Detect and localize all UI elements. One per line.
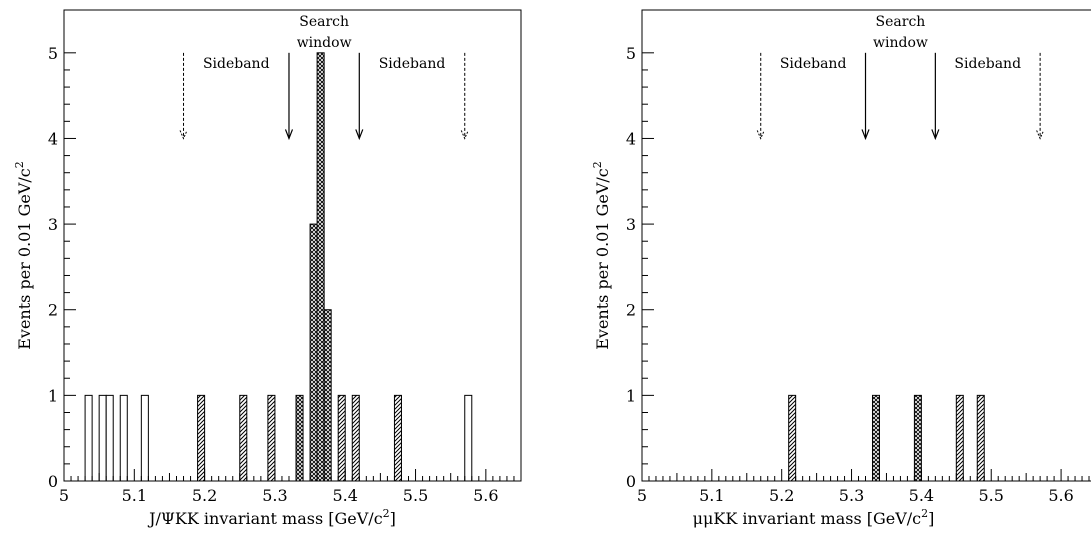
left-sideband-label-left: Sideband bbox=[203, 56, 270, 72]
left-histogram-bin-13 bbox=[351, 394, 360, 482]
left-histogram-bin-1 bbox=[98, 394, 107, 482]
right-sideband-arrowhead-1 bbox=[1036, 130, 1045, 140]
left-x-tick-label-1: 5.1 bbox=[122, 486, 147, 505]
left-x-tick-label-3: 5.3 bbox=[262, 486, 287, 505]
left-y-tick-label-4: 4 bbox=[48, 129, 58, 148]
right-search-window-arrowhead-1 bbox=[931, 129, 940, 141]
left-histogram-bin-4 bbox=[140, 394, 149, 482]
left-x-tick-label-6: 5.6 bbox=[473, 486, 498, 505]
right-x-tick-label-6: 5.6 bbox=[1048, 486, 1073, 505]
right-x-tick-label-3: 5.3 bbox=[839, 486, 864, 505]
left-y-tick-label-0: 0 bbox=[48, 472, 58, 491]
right-histogram-bin-4 bbox=[976, 394, 985, 482]
left-y-axis-label: Events per 0.01 GeV/c2 bbox=[13, 161, 34, 350]
left-histogram-bin-5 bbox=[197, 394, 206, 482]
left-histogram-bin-2 bbox=[105, 394, 114, 482]
left-histogram-bin-11 bbox=[323, 309, 332, 482]
right-y-axis-label: Events per 0.01 GeV/c2 bbox=[591, 161, 612, 350]
right-y-tick-label-3: 3 bbox=[626, 215, 636, 234]
right-window-arrows bbox=[756, 52, 1045, 141]
left-histogram-bin-12 bbox=[337, 394, 346, 482]
left-histogram-bin-8 bbox=[295, 394, 304, 482]
right-axis-ticks: 5 5.1 5.2 5.3 5.4 5.5 5.6 0 1 2 3 4 5 bbox=[626, 44, 1090, 505]
left-histogram-bin-10 bbox=[316, 52, 325, 482]
left-y-tick-label-2: 2 bbox=[48, 301, 58, 320]
left-x-tick-label-0: 5 bbox=[59, 486, 69, 505]
right-x-tick-label-5: 5.5 bbox=[979, 486, 1004, 505]
right-x-tick-label-1: 5.1 bbox=[699, 486, 724, 505]
right-sideband-label-right: Sideband bbox=[954, 56, 1021, 72]
left-sideband-label-right: Sideband bbox=[379, 56, 446, 72]
left-axis-ticks: 5 5.1 5.2 5.3 5.4 5.5 5.6 0 1 2 3 4 5 bbox=[48, 44, 522, 505]
left-histogram-bin-15 bbox=[464, 394, 473, 482]
left-y-tick-label-1: 1 bbox=[48, 386, 58, 405]
right-x-tick-label-0: 5 bbox=[637, 486, 647, 505]
right-histogram-bin-1 bbox=[871, 394, 880, 482]
right-x-axis-label: μμKK invariant mass [GeV/c2] bbox=[693, 507, 935, 528]
right-y-tick-label-0: 0 bbox=[626, 472, 636, 491]
left-x-tick-label-4: 5.4 bbox=[333, 486, 358, 505]
right-x-tick-label-4: 5.4 bbox=[909, 486, 934, 505]
left-window-arrows bbox=[179, 52, 469, 141]
right-histogram-bin-2 bbox=[913, 394, 922, 482]
left-sideband-arrowhead-0 bbox=[179, 130, 188, 140]
left-histogram-bin-9 bbox=[309, 223, 318, 482]
left-histogram-bin-6 bbox=[239, 394, 248, 482]
right-y-tick-label-2: 2 bbox=[626, 301, 636, 320]
right-plot-frame bbox=[641, 9, 1091, 482]
left-search-window-arrowhead-0 bbox=[284, 129, 294, 141]
left-search-window-label-line1: Search bbox=[299, 14, 349, 30]
right-y-tick-label-4: 4 bbox=[626, 129, 636, 148]
left-search-window-arrowhead-1 bbox=[355, 129, 364, 141]
left-histogram-bin-14 bbox=[393, 394, 402, 482]
right-bars bbox=[788, 394, 985, 482]
right-x-tick-label-2: 5.2 bbox=[769, 486, 794, 505]
left-search-window-label-line2: window bbox=[297, 35, 352, 51]
left-y-tick-label-3: 3 bbox=[48, 215, 58, 234]
right-search-window-arrowhead-0 bbox=[861, 129, 870, 141]
left-histogram-bin-7 bbox=[267, 394, 276, 482]
left-histogram-bin-3 bbox=[119, 394, 128, 482]
left-y-tick-label-5: 5 bbox=[48, 44, 58, 63]
left-sideband-arrowhead-1 bbox=[460, 130, 469, 140]
right-sideband-label-left: Sideband bbox=[780, 56, 847, 72]
right-search-window-label-line1: Search bbox=[876, 14, 926, 30]
left-x-tick-label-2: 5.2 bbox=[192, 486, 217, 505]
right-y-tick-label-1: 1 bbox=[626, 386, 636, 405]
left-histogram-bin-0 bbox=[84, 394, 93, 482]
left-x-axis-label: J/ΨKK invariant mass [GeV/c2] bbox=[147, 507, 396, 528]
right-sideband-arrowhead-0 bbox=[756, 130, 765, 140]
left-plot-frame bbox=[63, 9, 522, 482]
right-y-tick-label-5: 5 bbox=[626, 44, 636, 63]
left-bars bbox=[84, 52, 473, 482]
right-search-window-label-line2: window bbox=[873, 35, 928, 51]
right-histogram-bin-0 bbox=[788, 394, 797, 482]
left-x-tick-label-5: 5.5 bbox=[403, 486, 428, 505]
right-histogram-bin-3 bbox=[955, 394, 964, 482]
